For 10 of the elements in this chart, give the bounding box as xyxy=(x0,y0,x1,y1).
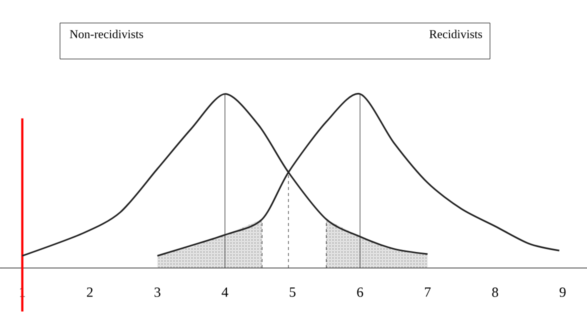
x-tick-label: 9 xyxy=(560,288,566,297)
x-tick-label: 6 xyxy=(357,288,364,297)
text: Recidivists xyxy=(429,30,482,38)
x-tick-label: 7 xyxy=(425,288,431,297)
x-tick-label: 4 xyxy=(222,288,228,297)
x-tick-label: 3 xyxy=(154,288,160,297)
x-tick-label: 2 xyxy=(86,288,93,297)
x-tick-label: 8 xyxy=(492,288,498,297)
text: Non-recidivists xyxy=(70,30,144,38)
x-tick-label: 5 xyxy=(290,288,296,297)
